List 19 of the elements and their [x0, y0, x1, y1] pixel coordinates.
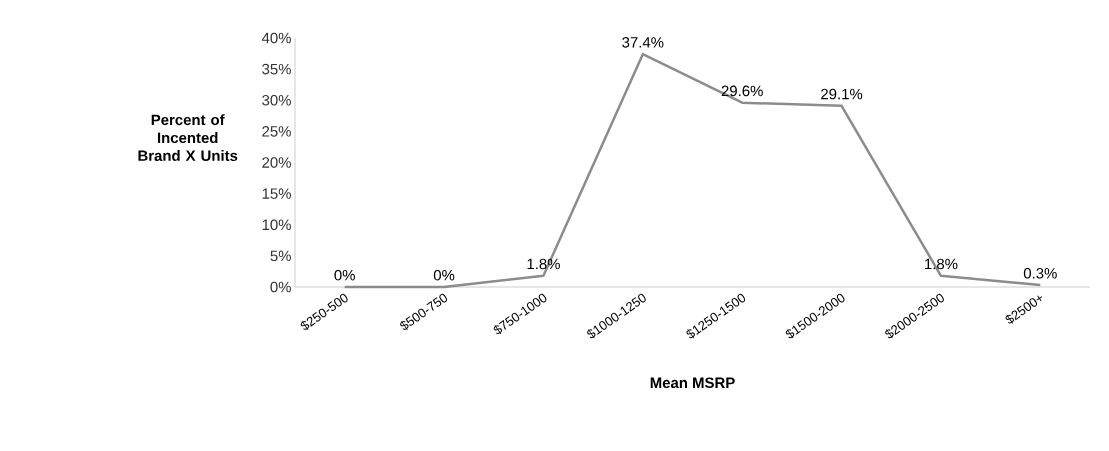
- data-label: 0%: [334, 269, 355, 281]
- y-tick-label: 10%: [262, 219, 291, 231]
- data-label: 29.6%: [721, 85, 763, 97]
- data-label: 29.1%: [821, 88, 863, 100]
- data-label: 0%: [433, 269, 455, 281]
- data-label: 0.3%: [1023, 268, 1057, 279]
- y-tick-label: 20%: [262, 157, 291, 168]
- y-tick-label: 15%: [262, 188, 291, 199]
- y-tick-label: 25%: [262, 126, 291, 137]
- y-tick-label: 5%: [270, 250, 291, 262]
- y-tick-label: 35%: [262, 63, 291, 75]
- y-tick-label: 40%: [261, 32, 291, 44]
- y-tick-label: 30%: [262, 94, 291, 106]
- x-axis-title: Mean MSRP: [650, 377, 735, 389]
- data-label: 1.8%: [925, 258, 958, 270]
- y-axis-title: Percent of Incented Brand X Units: [138, 114, 238, 161]
- y-tick-label: 0%: [270, 281, 291, 293]
- data-label: 1.8%: [527, 258, 560, 270]
- data-label: 37.4%: [622, 37, 664, 48]
